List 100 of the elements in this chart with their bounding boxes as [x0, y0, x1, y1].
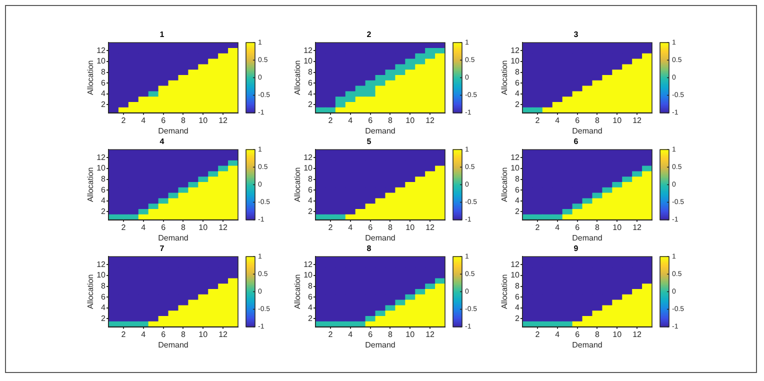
x-tick-label: 8: [388, 330, 393, 339]
y-tick-label: 10: [304, 56, 314, 66]
x-tick-label: 4: [555, 222, 560, 232]
x-tick-label: 2: [328, 330, 334, 339]
y-tick-label: 2: [308, 206, 314, 216]
x-tick-label: 8: [594, 222, 600, 232]
y-tick-label: 4: [515, 196, 520, 206]
x-axis-title: Demand: [158, 340, 188, 350]
x-tick-label: 6: [368, 330, 374, 339]
x-tick-label: 12: [632, 222, 642, 232]
y-tick-label: 12: [304, 152, 314, 162]
x-tick-label: 12: [218, 330, 228, 339]
x-tick-label: 4: [348, 330, 354, 339]
chart-title: 9: [574, 244, 579, 254]
y-tick-label: 2: [515, 206, 520, 216]
y-tick-label: 2: [308, 100, 314, 109]
y-axis-title: Allocation: [86, 60, 96, 96]
y-tick-label: 6: [515, 185, 520, 194]
x-axis-title: Demand: [365, 233, 396, 242]
y-tick-label: 12: [510, 260, 520, 269]
y-tick-label: 10: [510, 164, 520, 173]
y-tick-label: 2: [515, 314, 520, 323]
x-tick-label: 6: [575, 116, 580, 125]
y-tick-label: 10: [96, 270, 106, 280]
chart-title: 3: [574, 30, 579, 40]
y-tick-label: 12: [510, 46, 520, 55]
x-tick-label: 10: [198, 116, 208, 125]
y-axis-title: Allocation: [86, 274, 96, 310]
x-tick-label: 2: [121, 116, 126, 125]
x-tick-label: 2: [535, 330, 540, 339]
y-tick-label: 8: [308, 174, 314, 184]
chart-title: 8: [366, 244, 372, 254]
y-tick-label: 10: [304, 164, 314, 173]
x-tick-label: 4: [555, 116, 560, 125]
x-tick-label: 10: [198, 330, 208, 339]
x-tick-label: 4: [555, 330, 560, 339]
x-axis-title: Demand: [572, 233, 602, 242]
y-tick-label: 10: [510, 270, 520, 280]
y-tick-label: 8: [101, 68, 106, 77]
y-tick-label: 12: [96, 46, 106, 55]
x-tick-label: 8: [180, 222, 186, 232]
y-tick-label: 12: [304, 46, 314, 55]
x-tick-label: 2: [535, 116, 540, 125]
x-tick-label: 8: [594, 330, 600, 339]
y-tick-label: 12: [96, 152, 106, 162]
x-tick-label: 12: [426, 222, 436, 232]
x-tick-label: 10: [406, 330, 416, 339]
x-tick-label: 10: [406, 222, 416, 232]
y-tick-label: 4: [308, 196, 314, 206]
x-tick-label: 12: [218, 222, 228, 232]
x-axis-title: Demand: [572, 126, 602, 136]
y-tick-label: 2: [308, 314, 314, 323]
x-tick-label: 6: [368, 222, 374, 232]
y-tick-label: 12: [304, 260, 314, 269]
y-tick-label: 6: [515, 292, 520, 302]
x-tick-label: 2: [121, 222, 126, 232]
y-tick-label: 10: [96, 164, 106, 173]
chart-title: 2: [366, 30, 372, 40]
y-axis-title: Allocation: [500, 274, 510, 310]
y-tick-label: 6: [101, 185, 106, 194]
y-axis-title: Allocation: [500, 167, 510, 202]
y-tick-label: 8: [515, 174, 520, 184]
x-tick-label: 2: [328, 222, 334, 232]
y-tick-label: 8: [308, 68, 314, 77]
y-tick-label: 4: [515, 303, 520, 312]
x-tick-label: 12: [632, 116, 642, 125]
x-tick-label: 6: [368, 116, 374, 125]
x-tick-label: 4: [141, 330, 146, 339]
y-axis-title: Allocation: [293, 60, 302, 96]
y-tick-label: 10: [304, 270, 314, 280]
x-tick-label: 4: [141, 116, 146, 125]
x-tick-label: 6: [161, 116, 166, 125]
y-tick-label: 8: [308, 282, 314, 291]
x-tick-label: 12: [426, 116, 436, 125]
x-tick-label: 2: [535, 222, 540, 232]
y-axis-title: Allocation: [86, 167, 96, 202]
y-tick-label: 6: [101, 78, 106, 88]
x-tick-label: 10: [612, 222, 622, 232]
x-axis-title: Demand: [365, 340, 396, 350]
y-tick-label: 2: [515, 100, 520, 109]
y-tick-label: 4: [308, 303, 314, 312]
y-tick-label: 8: [101, 174, 106, 184]
y-tick-label: 2: [101, 100, 106, 109]
y-tick-label: 12: [510, 152, 520, 162]
y-axis-title: Allocation: [293, 274, 302, 310]
y-tick-label: 4: [101, 196, 106, 206]
y-tick-label: 4: [101, 89, 106, 98]
x-tick-label: 6: [575, 222, 580, 232]
y-tick-label: 2: [101, 314, 106, 323]
x-tick-label: 10: [198, 222, 208, 232]
x-tick-label: 12: [632, 330, 642, 339]
chart-title: 7: [160, 244, 165, 254]
x-tick-label: 6: [161, 330, 166, 339]
y-tick-label: 8: [515, 68, 520, 77]
y-tick-label: 4: [515, 89, 520, 98]
y-tick-label: 12: [96, 260, 106, 269]
x-tick-label: 6: [161, 222, 166, 232]
y-tick-label: 8: [101, 282, 106, 291]
x-tick-label: 4: [141, 222, 146, 232]
chart-title: 1: [160, 30, 165, 40]
